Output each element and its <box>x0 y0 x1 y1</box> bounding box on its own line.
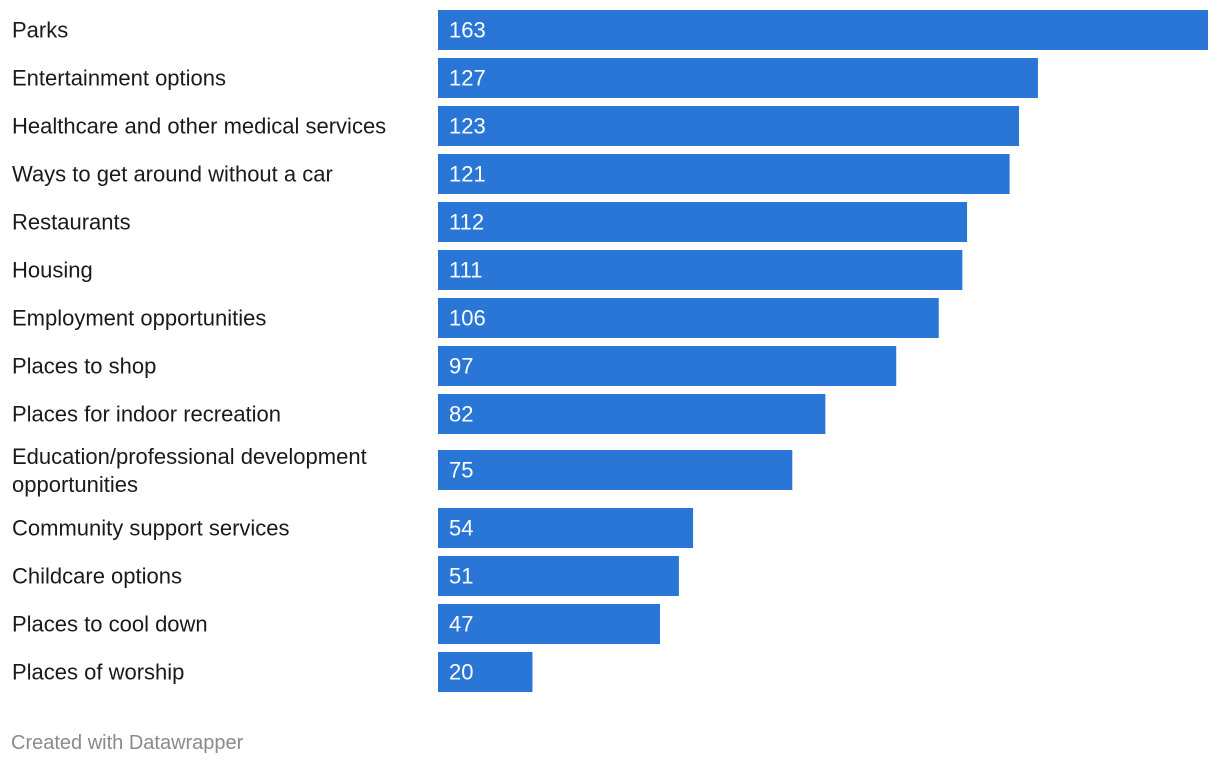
bar-value-label: 97 <box>449 354 473 379</box>
bar <box>438 10 1208 50</box>
bar <box>438 652 533 692</box>
category-label: Healthcare and other medical services <box>12 114 386 139</box>
category-label: Employment opportunities <box>12 306 266 331</box>
bar-value-label: 106 <box>449 306 486 331</box>
category-label: Entertainment options <box>12 66 226 91</box>
bar-chart: 163 Parks 127 Entertainment options 123 Healt… <box>12 10 1208 692</box>
bar-value-label: 112 <box>449 210 484 235</box>
bar <box>438 450 793 490</box>
bar <box>438 202 968 242</box>
category-label: Parks <box>12 18 68 43</box>
bar-value-label: 51 <box>449 564 473 589</box>
bar-value-label: 75 <box>449 458 473 483</box>
bar <box>438 556 679 596</box>
category-label: Education/professional development opport… <box>12 444 367 497</box>
bar-value-label: 127 <box>449 66 486 91</box>
category-label: Places to shop <box>12 354 156 379</box>
category-label: Places for indoor recreation <box>12 402 281 427</box>
bar-value-label: 111 <box>449 258 482 283</box>
bar <box>438 106 1020 146</box>
category-label: Childcare options <box>12 564 182 589</box>
bar-value-label: 54 <box>449 516 473 541</box>
bar <box>438 250 963 290</box>
bar <box>438 394 826 434</box>
bar-value-label: 123 <box>449 114 486 139</box>
bar <box>438 346 897 386</box>
bar-value-label: 121 <box>449 162 486 187</box>
category-label: Community support services <box>12 516 290 541</box>
datawrapper-credit: Created with Datawrapper <box>11 732 244 754</box>
category-label: Ways to get around without a car <box>12 162 333 187</box>
bar-value-label: 47 <box>449 612 473 637</box>
bar <box>438 58 1038 98</box>
category-label: Housing <box>12 258 93 283</box>
bar <box>438 154 1010 194</box>
category-label: Restaurants <box>12 210 131 235</box>
category-label: Places to cool down <box>12 612 208 637</box>
bar <box>438 298 939 338</box>
bar <box>438 508 694 548</box>
bar-value-label: 163 <box>449 18 486 43</box>
bar <box>438 604 661 644</box>
category-label: Places of worship <box>12 660 184 685</box>
bar-value-label: 82 <box>449 402 473 427</box>
bar-value-label: 20 <box>449 660 473 685</box>
